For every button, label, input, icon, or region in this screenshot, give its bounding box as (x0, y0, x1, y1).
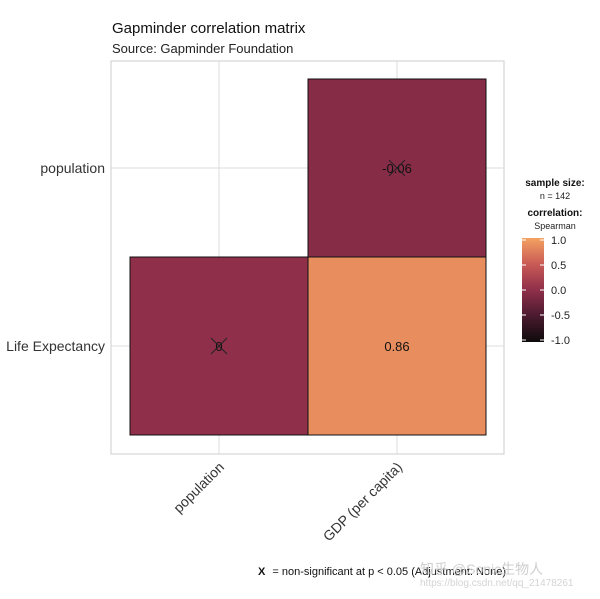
legend-tick-label: 1.0 (551, 235, 566, 247)
chart-title: Gapminder correlation matrix (112, 20, 306, 37)
x-axis-ticks: population GDP (per capita) (170, 459, 405, 544)
legend-correlation-method: Spearman (534, 221, 576, 231)
x-tick-label: population (170, 459, 227, 516)
legend-ticks: 1.0 0.5 0.0 -0.5 -1.0 (522, 235, 570, 347)
cell-value-label: 0.86 (384, 339, 409, 354)
watermark-text: 知乎 @Sonic生物人 (420, 561, 543, 577)
x-tick-label: GDP (per capita) (320, 459, 405, 544)
legend-tick-label: 0.0 (551, 285, 566, 297)
watermark-subtext: https://blog.csdn.net/qq_21478261 (420, 578, 574, 589)
legend-sample-size-value: n = 142 (540, 191, 570, 201)
chart-subtitle: Source: Gapminder Foundation (112, 41, 293, 56)
caption-prefix: X (258, 566, 266, 578)
heatmap-cell (307, 256, 487, 436)
legend-tick-label: 0.5 (551, 260, 566, 272)
non-significant-cross (210, 337, 228, 355)
caption-text: = non-significant at p < 0.05 (Adjustmen… (272, 566, 506, 578)
legend-correlation-title: correlation: (527, 208, 582, 219)
heatmap-cell-labels: 00.86-0.06 (210, 159, 412, 355)
legend-colorbar (522, 238, 544, 342)
y-tick-label: Life Expectancy (6, 338, 105, 354)
y-tick-label: population (40, 160, 105, 176)
y-axis-ticks: Life Expectancy population (6, 160, 105, 354)
legend-tick-label: -0.5 (551, 310, 570, 322)
non-significant-cross (388, 159, 406, 177)
legend-sample-size-title: sample size: (525, 178, 584, 189)
legend-tick-label: -1.0 (551, 335, 570, 347)
chart-caption: X = non-significant at p < 0.05 (Adjustm… (258, 566, 506, 578)
